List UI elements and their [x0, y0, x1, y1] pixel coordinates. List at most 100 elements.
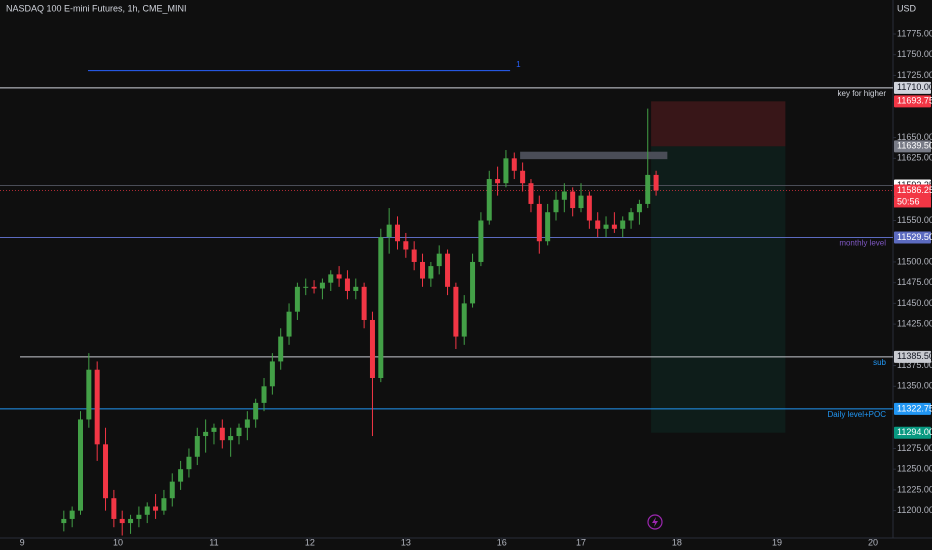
candle-body: [136, 514, 142, 519]
level-label: sub: [873, 358, 886, 367]
candle-body: [344, 278, 350, 291]
candle-body: [378, 237, 384, 379]
position-entry-badge: [894, 140, 931, 153]
candle-body: [586, 195, 592, 221]
level-badge: [894, 81, 931, 94]
x-tick-label: 9: [20, 537, 25, 547]
countdown-badge: [894, 196, 931, 208]
y-tick-label: 11775.00: [897, 28, 932, 38]
y-tick-label: 11250.00: [897, 464, 932, 474]
y-tick-label: 11350.00: [897, 381, 932, 391]
candle-body: [461, 303, 467, 337]
candle-body: [286, 311, 292, 337]
level-badge-label: 11710.00: [897, 82, 932, 92]
candle-body: [645, 174, 651, 204]
target-zone: [651, 146, 786, 433]
x-tick-label: 19: [772, 537, 782, 547]
y-tick-label: 11425.00: [897, 319, 932, 329]
candle-body: [394, 224, 400, 242]
candle-body: [570, 191, 576, 209]
candle-body: [653, 174, 659, 191]
candle-body: [445, 253, 451, 287]
candle-body: [403, 241, 409, 250]
highlight-box: [520, 151, 668, 160]
lightning-icon: [647, 514, 663, 530]
candle-body: [636, 203, 642, 213]
level-badge-label: 11385.50: [897, 351, 932, 361]
y-tick-label: 11375.00: [897, 360, 932, 370]
y-tick-label: 11625.00: [897, 153, 932, 163]
candle-body: [178, 469, 184, 482]
candle-body: [545, 212, 551, 242]
trend-line-label: 1: [516, 60, 521, 69]
y-tick-label: 11650.00: [897, 132, 932, 142]
level-badge: [894, 231, 931, 244]
candle-body: [628, 212, 634, 221]
position-target-badge: [894, 426, 931, 439]
candle-body: [420, 261, 426, 279]
candle-body: [595, 220, 601, 229]
level-badge: [894, 350, 931, 363]
chart-title: NASDAQ 100 E-mini Futures, 1h, CME_MINI: [6, 3, 187, 13]
candle-body: [194, 436, 200, 457]
candle-body: [61, 518, 67, 524]
candle-body: [153, 506, 159, 511]
candle-body: [561, 191, 567, 200]
candle-body: [86, 369, 92, 420]
x-tick-label: 17: [576, 537, 586, 547]
candle-body: [495, 179, 501, 184]
candle-body: [261, 386, 267, 403]
candle-body: [611, 224, 617, 229]
candle-body: [219, 427, 225, 441]
candle-body: [228, 436, 234, 441]
candle-body: [186, 456, 192, 470]
y-tick-label: 11225.00: [897, 484, 932, 494]
x-tick-label: 16: [497, 537, 507, 547]
countdown: 50:56: [897, 196, 920, 206]
candle-body: [478, 220, 484, 262]
candle-body: [486, 179, 492, 221]
x-tick-label: 12: [305, 537, 315, 547]
stop-zone: [651, 101, 786, 147]
y-tick-label: 11450.00: [897, 298, 932, 308]
candle-body: [328, 274, 334, 283]
y-tick-label: 11725.00: [897, 70, 932, 80]
y-tick-label: 11475.00: [897, 277, 932, 287]
candle-body: [453, 286, 459, 337]
level-label: monthly level: [839, 239, 886, 248]
candle-body: [278, 336, 284, 362]
x-tick-label: 13: [401, 537, 411, 547]
x-tick-label: 10: [113, 537, 123, 547]
level-badge-label: 11322.75: [897, 403, 932, 413]
candle-body: [578, 195, 584, 209]
currency: USD: [897, 3, 917, 13]
candle-body: [511, 158, 517, 171]
candle-body: [603, 224, 609, 229]
y-tick-label: 11550.00: [897, 215, 932, 225]
candle-body: [294, 286, 300, 312]
level-label: key for higher: [838, 89, 887, 98]
candle-body: [353, 286, 359, 291]
candle-body: [411, 249, 417, 262]
candle-body: [144, 506, 150, 515]
candle-body: [620, 220, 626, 229]
candle-body: [436, 253, 442, 267]
candle-body: [161, 498, 167, 511]
position-target-badge-label: 11294.00: [897, 427, 932, 437]
candle-body: [336, 274, 342, 279]
candle-body: [470, 261, 476, 304]
candle-body: [77, 419, 83, 511]
position-stop-badge: [894, 95, 931, 108]
candle-body: [303, 286, 309, 288]
candle-body: [428, 266, 434, 279]
y-tick-label: 11500.00: [897, 256, 932, 266]
position-entry-badge-label: 11639.50: [897, 141, 932, 151]
candle-body: [94, 369, 100, 445]
last-price-badge-label: 11586.25: [897, 185, 932, 195]
candle-body: [103, 444, 109, 499]
y-tick-label: 11200.00: [897, 505, 932, 515]
y-tick-label: 11750.00: [897, 49, 932, 59]
candle-body: [319, 282, 325, 289]
